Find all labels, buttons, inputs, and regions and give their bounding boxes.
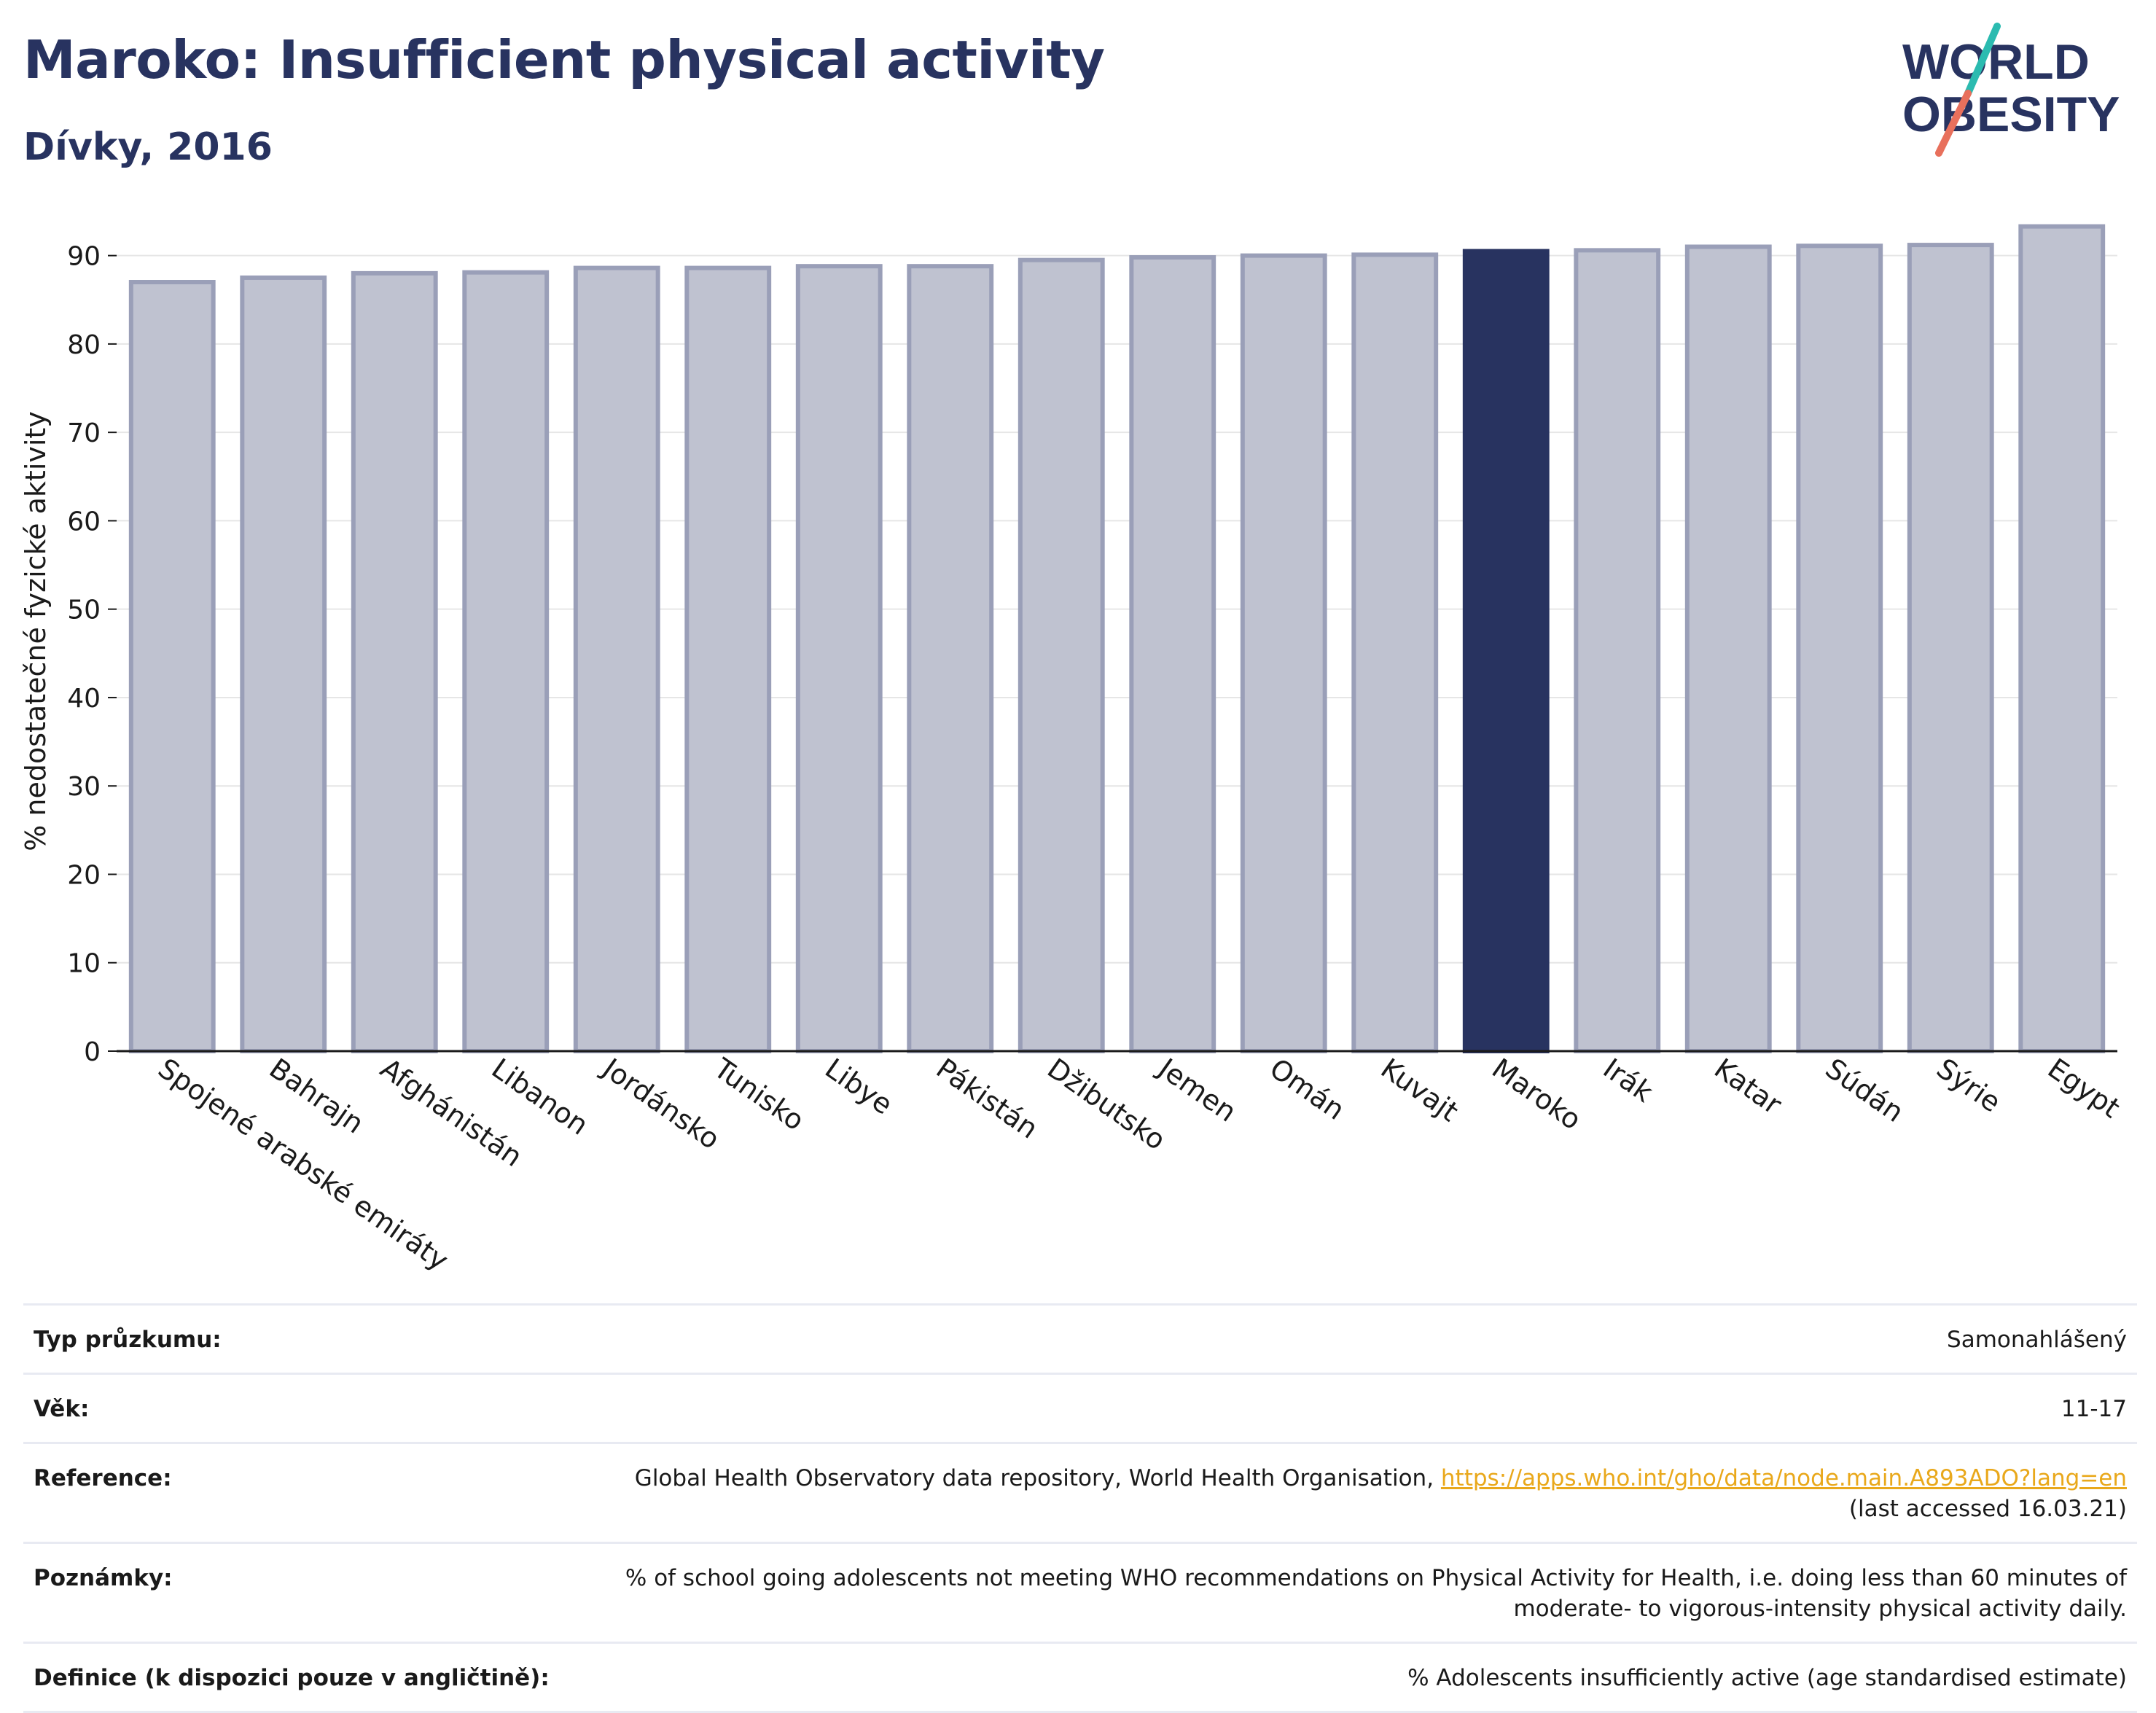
x-tick-label: Kuvajt (1375, 1052, 1464, 1128)
y-tick-label: 60 (67, 507, 101, 536)
meta-key: Poznámky: (34, 1565, 173, 1591)
meta-row-notes: Poznámky: % of school going adolescents … (23, 1542, 2137, 1643)
x-tick-label: Džibutsko (1042, 1052, 1171, 1156)
gridlines (117, 254, 2117, 964)
meta-row-survey-type: Typ průzkumu: Samonahlášený (23, 1304, 2137, 1374)
bar (1574, 248, 1661, 1053)
svg-text:OBESITY: OBESITY (1902, 87, 2120, 142)
svg-text:WORLD: WORLD (1902, 34, 2090, 90)
x-tick-label: Jordánsko (595, 1051, 725, 1155)
x-tick-label: Omán (1264, 1052, 1351, 1126)
y-tick-label: 80 (67, 330, 101, 360)
meta-row-reference: Reference: Global Health Observatory dat… (23, 1443, 2137, 1543)
x-tick-label: Egypt (2042, 1052, 2126, 1124)
bar (1684, 244, 1772, 1054)
bar (2018, 224, 2106, 1053)
reference-text: Global Health Observatory data repositor… (634, 1465, 1434, 1491)
meta-key: Reference: (34, 1465, 172, 1491)
x-tick-label: Maroko (1486, 1052, 1587, 1136)
metadata-table: Typ průzkumu: Samonahlášený Věk: 11-17 R… (23, 1303, 2137, 1713)
bar (1240, 253, 1327, 1053)
bar (573, 265, 660, 1054)
y-tick-label: 10 (67, 949, 101, 979)
notes-line-1: % of school going adolescents not meetin… (625, 1565, 2127, 1591)
meta-value: 11-17 (2061, 1396, 2127, 1422)
x-tick-label: Tunisko (708, 1052, 811, 1137)
bar (907, 264, 994, 1054)
bar (240, 275, 327, 1053)
x-tick-label: Irák (1598, 1052, 1659, 1108)
y-tick-label: 50 (67, 596, 101, 625)
y-tick-label: 90 (67, 242, 101, 272)
meta-row-definition: Definice (k dispozici pouze v angličtině… (23, 1642, 2137, 1712)
x-tick-label: Katar (1708, 1052, 1788, 1120)
meta-value: % Adolescents insufficiently active (age… (1407, 1665, 2127, 1691)
world-obesity-logo: WORLD OBESITY (1902, 23, 2120, 157)
reference-link[interactable]: https://apps.who.int/gho/data/node.main.… (1440, 1465, 2127, 1491)
bar-highlighted (1462, 249, 1550, 1053)
y-tick-label: 0 (84, 1037, 101, 1067)
chart-subtitle: Dívky, 2016 (23, 125, 273, 169)
bar (1018, 257, 1105, 1054)
bar (351, 270, 438, 1054)
bar (1907, 243, 1994, 1054)
bar (795, 264, 883, 1054)
y-tick-label: 70 (67, 418, 101, 448)
y-tick-label: 30 (67, 772, 101, 802)
meta-key: Věk: (34, 1396, 90, 1422)
x-tick-label: Jemen (1152, 1051, 1242, 1128)
x-tick-label: Libye (819, 1052, 899, 1120)
x-tick-label: Sýrie (1931, 1052, 2007, 1118)
meta-key: Definice (k dispozici pouze v angličtině… (34, 1665, 550, 1691)
chart-title: Maroko: Insufficient physical activity (23, 29, 1105, 90)
bar (684, 265, 772, 1054)
bar (1796, 243, 1883, 1054)
y-tick-label: 20 (67, 860, 101, 890)
x-tick-label: Bahrajn (264, 1052, 370, 1139)
bar (462, 270, 550, 1053)
bar (1351, 252, 1439, 1053)
meta-value: Global Health Observatory data repositor… (574, 1443, 2137, 1543)
meta-value: Samonahlášený (1947, 1327, 2127, 1353)
bar (128, 280, 216, 1054)
y-axis-label: % nedostatečné fyzické aktivity (20, 411, 52, 851)
x-tick-label: Pákistán (931, 1052, 1044, 1144)
meta-row-age: Věk: 11-17 (23, 1373, 2137, 1443)
reference-accessed: (last accessed 16.03.21) (1848, 1496, 2127, 1522)
y-tick-label: 40 (67, 684, 101, 714)
bars (128, 224, 2106, 1054)
meta-value: % of school going adolescents not meetin… (574, 1543, 2137, 1643)
notes-line-2: moderate- to vigorous-intensity physical… (1513, 1596, 2127, 1622)
x-tick-label: Súdán (1820, 1052, 1910, 1128)
bar (1129, 255, 1216, 1053)
meta-key: Typ průzkumu: (34, 1327, 222, 1353)
